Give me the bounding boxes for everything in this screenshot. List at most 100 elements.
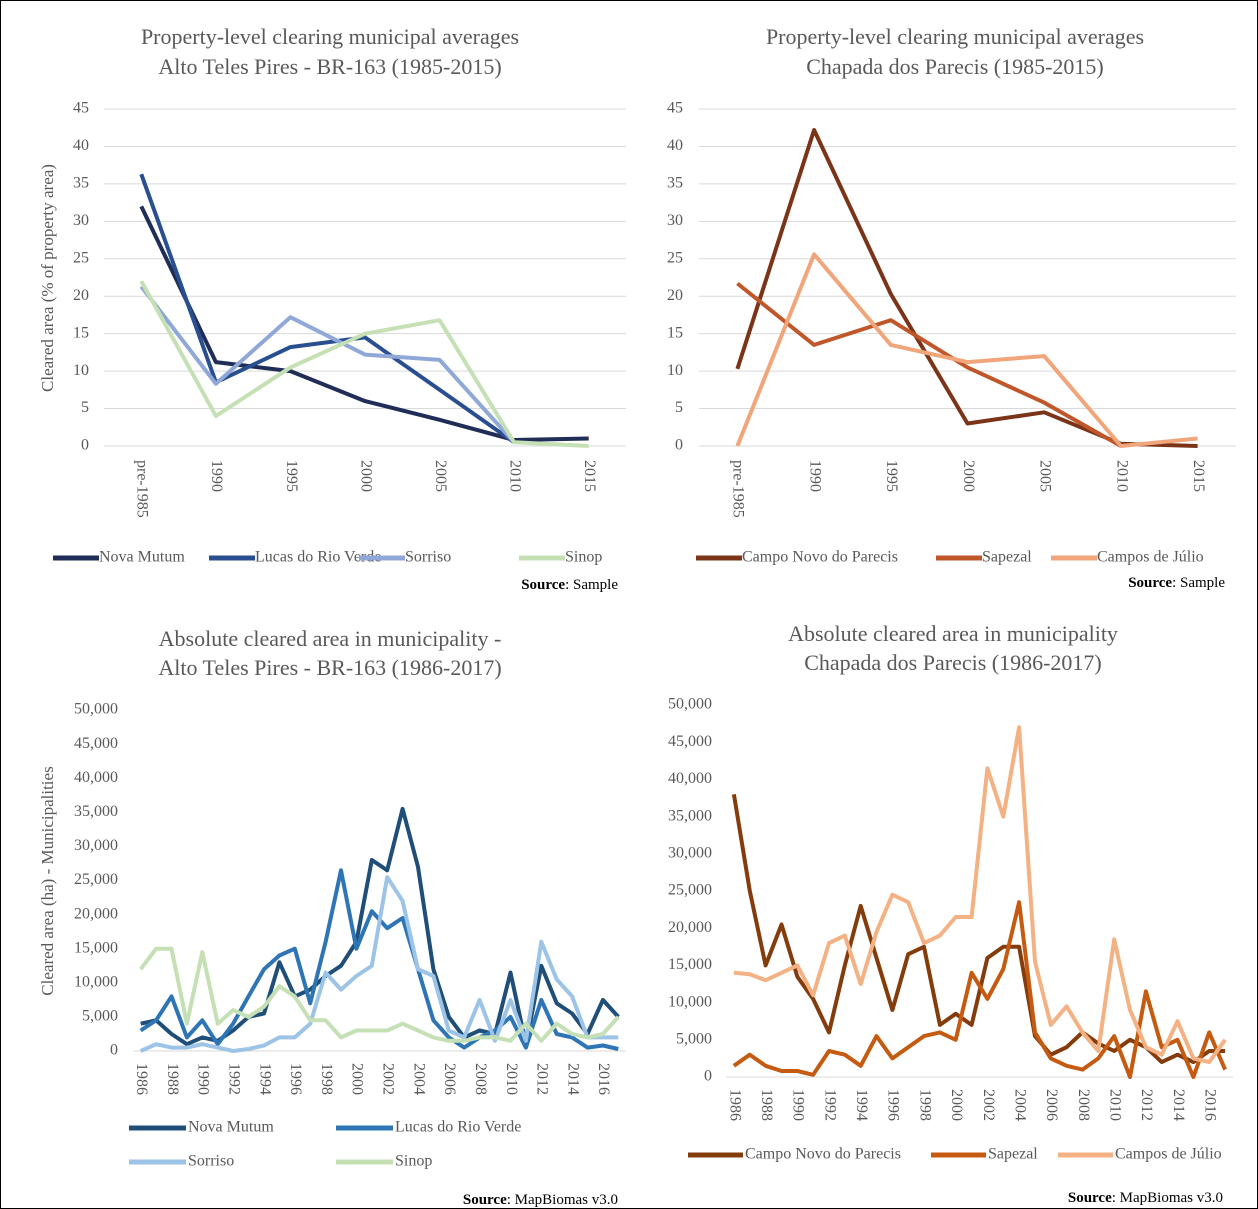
x-tick-label: 2004 <box>410 1063 427 1095</box>
y-tick-label: 20,000 <box>74 905 118 922</box>
legend-label: Campos de Júlio <box>1115 1146 1222 1163</box>
x-tick-label: 1986 <box>133 1063 150 1095</box>
source-text: : MapBiomas v3.0 <box>1112 1190 1223 1206</box>
x-tick-label: 1990 <box>195 1063 212 1095</box>
source-note: Source: Sample <box>1128 575 1225 591</box>
series-line <box>139 875 619 1053</box>
series-line <box>139 280 589 448</box>
source-label: Source <box>1068 1190 1112 1206</box>
x-tick-label: 2000 <box>960 460 977 492</box>
y-tick-label: 0 <box>675 437 683 454</box>
y-tick-label: 50,000 <box>74 701 118 718</box>
y-tick-label: 20,000 <box>668 919 712 936</box>
legend-label: Nova Mutum <box>188 1119 274 1136</box>
y-tick-label: 20 <box>667 287 683 304</box>
x-tick-label: 1995 <box>283 460 300 492</box>
x-tick-label: 2015 <box>581 460 598 492</box>
y-tick-label: 35 <box>73 175 89 192</box>
y-tick-label: 25 <box>667 249 683 266</box>
chart-title: Alto Teles Pires - BR-163 (1985-2015) <box>158 54 501 79</box>
x-tick-label: 2002 <box>980 1089 997 1121</box>
source-label: Source <box>463 1192 507 1208</box>
y-tick-label: 5,000 <box>82 1008 118 1025</box>
x-tick-label: 2002 <box>380 1063 397 1095</box>
legend-label: Sorriso <box>188 1153 234 1170</box>
chart-title: Property-level clearing municipal averag… <box>766 24 1144 49</box>
series-line <box>139 285 516 444</box>
y-tick-label: 40,000 <box>74 769 118 786</box>
legend-label: Sinop <box>565 549 602 566</box>
series-line <box>139 173 516 444</box>
series-line <box>735 128 1198 448</box>
x-tick-label: 2008 <box>472 1063 489 1095</box>
y-tick-label: 40,000 <box>668 770 712 787</box>
x-tick-label: 2006 <box>1043 1089 1060 1121</box>
x-tick-label: 1998 <box>916 1089 933 1121</box>
x-tick-label: 2012 <box>1138 1089 1155 1121</box>
chart-title: Absolute cleared area in municipality - <box>159 626 502 651</box>
x-tick-label: 1996 <box>885 1089 902 1121</box>
y-tick-label: 15,000 <box>668 956 712 973</box>
y-tick-label: 45 <box>667 100 683 117</box>
source-note: Source: Sample <box>521 577 618 593</box>
y-tick-label: 30 <box>667 212 683 229</box>
y-tick-label: 15,000 <box>74 939 118 956</box>
x-tick-label: 1992 <box>821 1089 838 1121</box>
source-text: : Sample <box>565 577 618 593</box>
x-tick-label: 2000 <box>357 460 374 492</box>
x-tick-label: pre-1985 <box>134 460 151 518</box>
x-tick-label: 1998 <box>318 1063 335 1095</box>
y-tick-label: 15 <box>73 324 89 341</box>
legend-label: Sorriso <box>405 549 451 566</box>
series-line <box>736 281 1122 448</box>
x-tick-label: 2014 <box>1170 1089 1187 1121</box>
y-tick-label: 25,000 <box>74 871 118 888</box>
legend-label: Lucas do Rio Verde <box>255 549 381 566</box>
x-tick-label: 2006 <box>441 1063 458 1095</box>
y-axis-label: Cleared area (ha) - Municipalities <box>38 766 57 995</box>
legend-label: Campos de Júlio <box>1097 549 1204 566</box>
legend-label: Sinop <box>395 1153 432 1170</box>
x-tick-label: 2000 <box>349 1063 366 1095</box>
x-tick-label: 1988 <box>758 1089 775 1121</box>
y-tick-label: 5 <box>81 399 89 416</box>
y-tick-label: 45 <box>73 100 89 117</box>
y-tick-label: 10 <box>73 362 89 379</box>
y-tick-label: 35 <box>667 175 683 192</box>
x-tick-label: 1995 <box>883 460 900 492</box>
x-tick-label: 2004 <box>1011 1089 1028 1121</box>
chart-title: Absolute cleared area in municipality <box>788 621 1118 646</box>
x-tick-label: 1996 <box>287 1063 304 1095</box>
x-tick-label: 1986 <box>726 1089 743 1121</box>
legend-label: Sapezal <box>982 549 1032 566</box>
y-tick-label: 45,000 <box>74 735 118 752</box>
series-line <box>735 252 1198 448</box>
x-tick-label: 1992 <box>225 1063 242 1095</box>
x-tick-label: 2014 <box>564 1063 581 1095</box>
y-tick-label: 35,000 <box>74 803 118 820</box>
y-tick-label: 5 <box>675 399 683 416</box>
x-tick-label: 2010 <box>1113 460 1130 492</box>
y-tick-label: 10,000 <box>74 973 118 990</box>
x-tick-label: 2000 <box>948 1089 965 1121</box>
chart-title: Chapada dos Parecis (1985-2015) <box>806 54 1104 79</box>
y-axis-label: Cleared area (% of property area) <box>38 164 57 392</box>
x-tick-label: 2016 <box>1202 1089 1219 1121</box>
x-tick-label: 2010 <box>503 1063 520 1095</box>
series-line <box>733 725 1227 1065</box>
x-tick-label: 1990 <box>208 460 225 492</box>
series-line <box>732 900 1227 1079</box>
y-tick-label: 25 <box>73 249 89 266</box>
y-tick-label: 40 <box>667 137 683 154</box>
y-tick-label: 30,000 <box>74 837 118 854</box>
x-tick-label: 2008 <box>1075 1089 1092 1121</box>
y-tick-label: 20 <box>73 287 89 304</box>
y-tick-label: 10 <box>667 362 683 379</box>
source-note: Source: MapBiomas v3.0 <box>1068 1190 1223 1206</box>
chart-title: Alto Teles Pires - BR-163 (1986-2017) <box>158 655 501 680</box>
source-text: : Sample <box>1172 575 1225 591</box>
y-tick-label: 0 <box>704 1068 712 1085</box>
x-tick-label: 1990 <box>790 1089 807 1121</box>
x-tick-label: 2010 <box>1107 1089 1124 1121</box>
